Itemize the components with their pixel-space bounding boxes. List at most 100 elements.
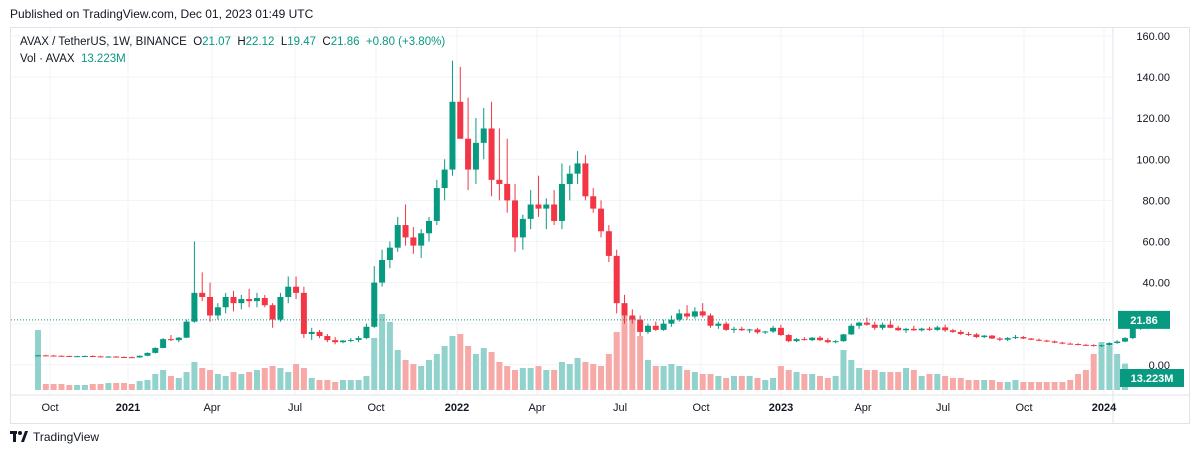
candle-body [42,355,49,357]
volume-bar [910,370,917,390]
candle-body [480,128,487,143]
candle-body [613,255,620,304]
candle [746,328,753,333]
volume-bar [887,372,894,390]
volume-bar [676,366,683,390]
candle [58,355,65,357]
candle [152,347,159,354]
volume-bar [121,383,128,390]
volume-bar [707,374,714,390]
candle-body [457,101,464,139]
tradingview-logo-icon [10,431,28,442]
candle [1059,341,1066,345]
candle [465,97,472,191]
candle-body [558,183,565,221]
volume-bar [347,380,354,390]
candle-body [371,282,378,327]
volume-bar [97,384,104,390]
legend-volume-row: Vol · AVAX 13.223M [20,51,445,68]
volume-bar [183,372,190,390]
volume-bar [339,380,346,390]
volume-bar [512,370,519,390]
candle [535,175,542,217]
candle-body [1020,337,1027,339]
candle-body [551,204,558,221]
volume-bar [652,366,659,390]
candle [136,355,143,358]
volume-bar [824,378,831,390]
candle-body [730,328,737,330]
candle [965,331,972,337]
candle-body [926,328,933,330]
legend-close-label: C [322,36,331,48]
candle-body [402,225,409,238]
volume-bar [238,374,245,390]
candle [887,320,894,328]
candles [35,60,1160,359]
candle-body [285,286,292,297]
y-tick-label: 120.00 [1136,113,1170,125]
candle-body [957,331,964,334]
volume-bar [793,372,800,390]
candle-body [152,347,159,353]
candle-body [261,298,268,306]
candle [1004,337,1011,342]
x-tick-label: Oct [41,402,58,414]
candle [1082,343,1089,346]
candle-body [1075,344,1082,346]
volume-bar [918,376,925,390]
candle-body [167,339,174,341]
last-price-tag [1118,310,1170,329]
candle-body [339,340,346,343]
candle-body [738,328,745,331]
volume-bar [504,366,511,390]
candle-body [1012,337,1019,339]
candle [426,216,432,242]
candle-body [1090,345,1097,347]
x-tick-label: Oct [1015,402,1032,414]
candle [840,333,847,342]
volume-bar [551,370,558,390]
volume-bar [809,374,816,390]
volume-bar [316,380,323,390]
candle [347,338,354,343]
candle [762,330,769,334]
legend-open-label: O [193,36,203,48]
candle [74,355,81,358]
candle-body [394,225,401,248]
candle [981,335,988,339]
candle-body [465,138,472,170]
volume-bar [1067,380,1074,390]
candle-body [316,331,323,337]
candle-body [832,341,839,343]
candle [128,356,135,359]
candle-body [660,323,667,330]
footer-brand: TradingView [33,430,100,444]
volume-bar [1106,346,1113,390]
volume-bar [1082,370,1089,390]
volume-bar [261,368,268,390]
last-volume-tag [1120,369,1184,387]
candle [1035,338,1042,342]
y-tick-label: 100.00 [1136,154,1170,166]
candle-body [355,338,362,340]
candle-body [809,337,816,341]
volume-bar [832,376,839,390]
candle [574,151,581,184]
candle-body [35,355,41,357]
y-tick-label: 60.00 [1142,237,1170,249]
legend-low-label: L [280,36,288,48]
volume-bar [269,366,276,390]
candle [167,335,174,342]
candle-body [386,247,393,260]
volume-bar [848,360,855,390]
volume-bar [332,382,339,390]
candle-body [824,340,831,343]
candle [715,321,722,329]
volume-bar [160,370,167,390]
candle [285,276,292,304]
candle-body [441,169,448,189]
candle-body [488,128,495,180]
candle [605,225,612,263]
